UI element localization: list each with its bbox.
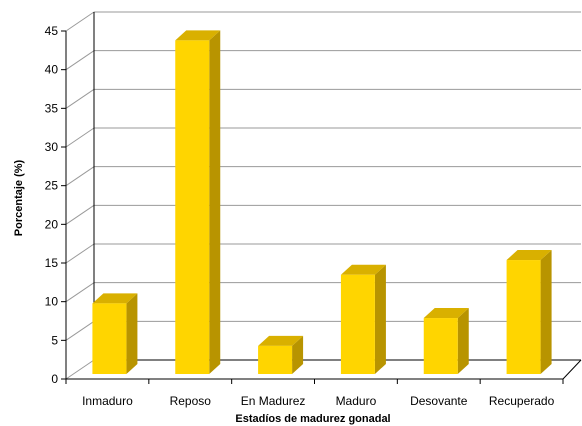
y-tick-label: 15 [45,256,59,270]
bar-top [340,264,386,275]
bar-top [92,293,138,304]
bar-top [506,250,552,261]
bar-side [540,250,552,374]
bar-reposo [175,30,221,375]
bar-top [258,335,304,346]
y-tick-label: 30 [45,140,59,154]
y-tick-label: 20 [45,217,59,231]
x-tick-label: Reposo [170,394,212,408]
bar-front [258,345,293,374]
grid-depth-line [65,50,95,71]
x-tick-label: Inmaduro [82,394,133,408]
grid-depth-line [65,282,95,303]
bar-front [506,260,541,374]
x-tick-label: Recuperado [489,394,555,408]
bar-side [374,264,386,374]
x-axis-title: Estadíos de madurez gonadal [235,413,390,425]
bar-front [175,40,210,375]
bars-layer [92,30,552,375]
grid-depth-line [65,166,95,187]
grid-depth-line [65,11,95,32]
bar-front [423,318,458,374]
y-tick-label: 40 [45,63,59,77]
bar-en-madurez [258,335,304,374]
x-tick-labels: Inmaduro Reposo En Madurez Maduro Desovante R… [82,394,555,408]
y-tick-label: 5 [51,333,58,347]
bar-recuperado [506,250,552,374]
bar-side [209,30,221,375]
y-tick-label: 45 [45,24,59,38]
y-tick-label: 35 [45,101,59,115]
bar-side [292,335,304,374]
bar-inmaduro [92,293,138,374]
x-tick-label: Maduro [336,394,377,408]
bar-maduro [340,264,386,374]
axes-layer [61,12,582,384]
bar-desovante [423,308,469,374]
y-tick-labels: 0 5 10 15 20 25 30 35 40 45 [45,24,59,386]
floor-right-edge [562,359,582,380]
bar-top [175,30,221,41]
bar-front [92,303,127,374]
grid-depth-line [65,127,95,148]
grid-depth-line [65,359,95,380]
grid-depth-line [65,88,95,109]
bar-side [457,308,469,374]
x-tick-label: En Madurez [241,394,306,408]
grid-depth-line [65,204,95,225]
bar-side [126,293,138,374]
y-axis-title: Porcentaje (%) [13,159,25,236]
bar-front [340,274,375,374]
grid-depth-line [65,320,95,341]
y-tick-label: 10 [45,295,59,309]
bar-top [423,308,469,319]
grid-depth-line [65,243,95,264]
grid-layer [65,11,581,380]
x-tick-label: Desovante [410,394,468,408]
y-tick-label: 25 [45,179,59,193]
y-tick-label: 0 [51,372,58,386]
